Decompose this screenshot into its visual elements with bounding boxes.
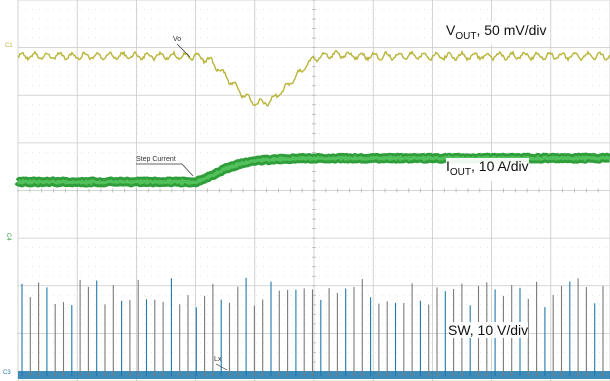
graticule-grid <box>17 0 610 381</box>
sw-label: SW, 10 V/div <box>448 322 529 338</box>
vo-marker-label: Vo <box>173 36 182 43</box>
channel-tag-c3: C3 <box>3 370 11 376</box>
vout-label-main: V <box>446 22 456 38</box>
iout-trace <box>14 152 610 188</box>
annotation-markers <box>136 43 228 371</box>
lx-marker-line <box>215 363 228 371</box>
vout-label-sub: OUT <box>455 30 477 42</box>
step-current-marker-leader <box>181 163 194 177</box>
channel-tag-c1: C1 <box>5 43 13 49</box>
vout-trace <box>17 49 610 107</box>
iout-label-sub: OUT <box>449 166 471 178</box>
vout-label-scale: , 50 mV/div <box>476 22 547 38</box>
step-current-marker-label: Step Current <box>136 156 176 163</box>
lx-marker-label: Lx <box>214 356 222 363</box>
sw-baseline-band <box>18 371 610 379</box>
iout-label-scale: , 10 A/div <box>471 158 529 174</box>
vo-marker-line <box>176 43 191 58</box>
channel-tag-c4: C4 <box>5 233 11 241</box>
sw-label-scale: , 10 V/div <box>469 322 529 338</box>
vout-waveform <box>17 49 610 107</box>
iout-label: IOUT, 10 A/div <box>446 158 529 181</box>
sw-label-main: SW <box>448 322 470 338</box>
iout-label-main: I <box>446 158 450 174</box>
vout-label: VOUT, 50 mV/div <box>446 22 547 45</box>
iout-waveform-core <box>16 154 610 187</box>
